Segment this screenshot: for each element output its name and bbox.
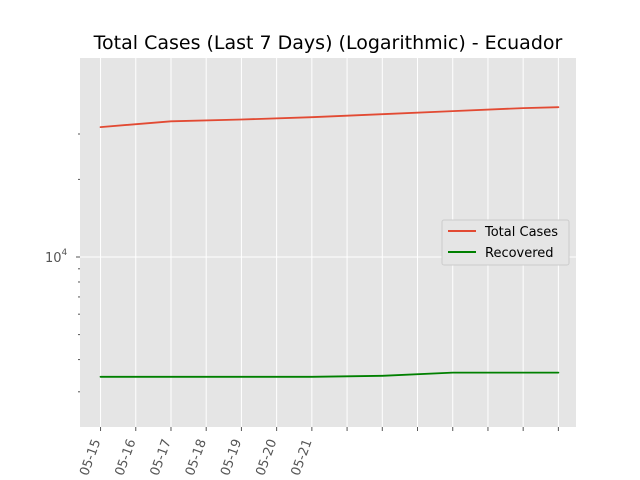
series-group [99,106,560,378]
series-line-total-cases [99,106,560,128]
legend-label-total-cases: Total Cases [484,225,558,240]
legend: Total Cases Recovered [441,219,570,266]
legend-label-recovered: Recovered [485,246,554,261]
series-line-recovered [99,371,560,378]
chart-title: Total Cases (Last 7 Days) (Logarithmic) … [93,32,563,54]
